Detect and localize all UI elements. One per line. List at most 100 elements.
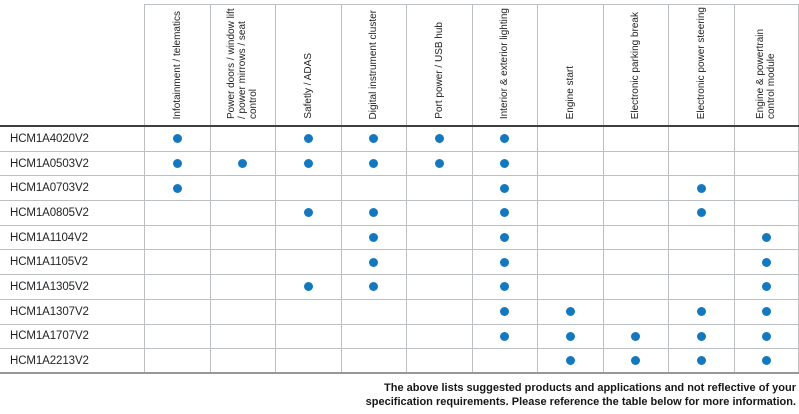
matrix-cell [144, 176, 210, 201]
dot-marker-icon [761, 257, 771, 267]
table-row: HCM1A0805V2 [0, 201, 799, 226]
matrix-cell [733, 324, 799, 349]
matrix-cell [406, 201, 472, 225]
matrix-cell [340, 201, 407, 225]
dot-marker-icon [500, 134, 510, 144]
table-row: HCM1A0503V2 [0, 151, 799, 177]
column-header: Interior & exterior lighting [471, 4, 537, 125]
dot-marker-icon [696, 208, 706, 218]
dot-marker-icon [500, 233, 510, 243]
dot-marker-icon [238, 159, 248, 169]
matrix-cell [471, 127, 538, 151]
column-header: Engine & powertrain control module [733, 4, 799, 125]
matrix-cell [275, 250, 341, 275]
dot-marker-icon [761, 356, 771, 366]
column-header-label: Engine start [564, 65, 576, 119]
matrix-cell [733, 151, 799, 176]
matrix-cell [144, 250, 210, 275]
dot-marker-icon [172, 183, 182, 193]
dot-marker-icon [565, 307, 575, 317]
part-number-label: HCM1A1305V2 [10, 280, 89, 293]
column-header: Digital instrument cluster [340, 4, 406, 125]
column-header: Electronic parking break [602, 4, 668, 125]
matrix-cell [340, 299, 407, 324]
dot-marker-icon [369, 159, 379, 169]
matrix-body: HCM1A4020V2 HCM1A0503V2 HCM1A0703V2 HCM1A08… [0, 127, 799, 375]
table-row: HCM1A4020V2 [0, 127, 799, 152]
matrix-cell [144, 275, 210, 299]
matrix-cell [209, 225, 276, 250]
dot-marker-icon [172, 134, 182, 144]
dot-marker-icon [565, 356, 575, 366]
matrix-cell [209, 324, 276, 349]
matrix-cell [471, 225, 538, 250]
matrix-cell [537, 324, 603, 349]
matrix-cell [406, 250, 472, 275]
matrix-cell [602, 151, 669, 176]
matrix-cell [537, 176, 603, 201]
column-header-label: Electronic parking break [630, 11, 642, 119]
footnote: The above lists suggested products and a… [0, 381, 796, 409]
matrix-cell [733, 225, 799, 250]
part-number-label: HCM1A4020V2 [10, 132, 89, 145]
dot-marker-icon [303, 159, 313, 169]
matrix-cell [668, 250, 734, 275]
matrix-cell [602, 225, 669, 250]
matrix-cell [602, 349, 669, 373]
matrix-cell [471, 250, 538, 275]
part-number-label: HCM1A1105V2 [10, 256, 88, 269]
matrix-cell [340, 127, 407, 151]
dot-marker-icon [500, 208, 510, 218]
matrix-cell [602, 275, 669, 299]
dot-marker-icon [761, 233, 771, 243]
matrix-cell [275, 324, 341, 349]
column-header-label: Infotainment / telematics [171, 10, 183, 119]
column-header-label: Electronic power steering [695, 6, 707, 119]
matrix-cell [537, 250, 603, 275]
column-header-label: Interior & exterior lighting [499, 7, 511, 119]
matrix-cell [144, 324, 210, 349]
matrix-cell [144, 299, 210, 324]
matrix-cell [144, 151, 210, 176]
matrix-cell [209, 176, 276, 201]
dot-marker-icon [761, 307, 771, 317]
dot-marker-icon [500, 159, 510, 169]
dot-marker-icon [303, 282, 313, 292]
matrix-cell [668, 324, 734, 349]
dot-marker-icon [434, 159, 444, 169]
matrix-cell [275, 299, 341, 324]
matrix-cell [275, 201, 341, 225]
column-header-label: Engine & powertrain control module [755, 28, 778, 119]
table-row: HCM1A2213V2 [0, 349, 799, 375]
footnote-line-2: specification requirements. Please refer… [365, 396, 796, 408]
matrix-cell [471, 349, 538, 373]
matrix-cell [668, 176, 734, 201]
matrix-cell [340, 176, 407, 201]
header-row: Infotainment / telematics Power doors / w… [0, 4, 799, 127]
matrix-cell [340, 151, 407, 176]
matrix-cell [602, 324, 669, 349]
matrix-cell [733, 275, 799, 299]
matrix-cell [144, 201, 210, 225]
part-number-label: HCM1A2213V2 [10, 354, 89, 367]
matrix-cell [406, 225, 472, 250]
matrix-cell [668, 201, 734, 225]
matrix-cell [209, 127, 276, 151]
dot-marker-icon [761, 282, 771, 292]
matrix-cell [668, 151, 734, 176]
matrix-cell [471, 324, 538, 349]
table-row: HCM1A1305V2 [0, 275, 799, 300]
dot-marker-icon [500, 282, 510, 292]
matrix-cell [668, 275, 734, 299]
column-header: Safetly / ADAS [275, 4, 341, 125]
matrix-cell [471, 176, 538, 201]
dot-marker-icon [631, 356, 641, 366]
column-header: Power doors / window lift / power mirrow… [209, 4, 275, 125]
matrix-cell [209, 250, 276, 275]
column-header: Electronic power steering [668, 4, 734, 125]
matrix-cell [537, 349, 603, 373]
matrix-cell [471, 151, 538, 176]
matrix-cell [406, 151, 472, 176]
dot-marker-icon [565, 331, 575, 341]
part-number-label: HCM1A1707V2 [10, 330, 89, 343]
